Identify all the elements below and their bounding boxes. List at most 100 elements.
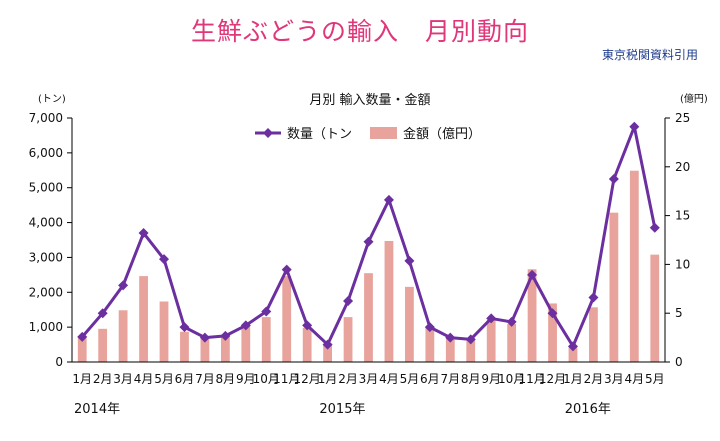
month-tick-label: 1月 xyxy=(318,372,338,386)
legend: 数量（トン 金額（億円） xyxy=(255,126,481,142)
amount-bar xyxy=(568,347,578,362)
quantity-point xyxy=(383,194,394,205)
quantity-point xyxy=(547,308,558,319)
legend-bar-swatch xyxy=(370,127,397,139)
amount-bar xyxy=(200,338,210,362)
quantity-point xyxy=(506,316,517,327)
month-tick-label: 6月 xyxy=(420,372,440,386)
month-tick-label: 8月 xyxy=(461,372,481,386)
amount-bar xyxy=(139,276,148,362)
quantity-point xyxy=(629,121,640,132)
month-tick-label: 6月 xyxy=(175,372,195,386)
left-tick-label: 5,000 xyxy=(29,181,63,195)
amount-bar xyxy=(527,269,537,362)
month-tick-label: 3月 xyxy=(604,372,624,386)
amount-bar xyxy=(466,340,476,362)
quantity-point xyxy=(608,174,619,184)
quantity-point xyxy=(240,320,251,331)
amount-bar xyxy=(405,286,414,362)
quantity-point xyxy=(97,308,108,319)
amount-bar xyxy=(548,303,557,362)
month-tick-label: 5月 xyxy=(645,372,665,386)
amount-bar xyxy=(425,326,435,362)
amount-bar xyxy=(650,254,660,362)
month-tick-label: 11月 xyxy=(273,372,300,386)
quantity-point xyxy=(261,306,272,317)
right-axis-unit: (億円) xyxy=(680,92,708,105)
quantity-point xyxy=(138,228,149,239)
year-label: 2016年 xyxy=(565,402,611,417)
quantity-point xyxy=(424,322,435,333)
legend-label-quantity: 数量（トン xyxy=(287,127,352,142)
month-tick-label: 4月 xyxy=(379,372,399,386)
month-tick-label: 3月 xyxy=(113,372,133,386)
right-tick-label: 0 xyxy=(675,355,683,369)
amount-bar xyxy=(98,328,108,362)
quantity-point xyxy=(588,292,599,303)
left-tick-label: 3,000 xyxy=(29,250,63,264)
source-note: 東京税関資料引用 xyxy=(601,48,698,62)
amount-bar xyxy=(323,343,332,362)
right-tick-label: 10 xyxy=(675,257,690,271)
amount-bar xyxy=(343,317,353,362)
amount-bar xyxy=(486,320,496,362)
quantity-point xyxy=(159,254,170,265)
left-tick-label: 7,000 xyxy=(29,111,63,125)
month-tick-label: 9月 xyxy=(481,372,501,386)
month-tick-label: 10月 xyxy=(498,372,525,386)
year-label: 2014年 xyxy=(74,402,120,417)
right-tick-label: 20 xyxy=(675,160,690,174)
amount-bar xyxy=(445,337,455,362)
amount-bar xyxy=(180,331,189,362)
amount-bar xyxy=(220,336,230,362)
left-tick-label: 4,000 xyxy=(29,216,63,230)
month-tick-label: 2月 xyxy=(338,372,358,386)
month-tick-label: 9月 xyxy=(236,372,256,386)
month-tick-label: 12月 xyxy=(539,372,566,386)
legend-diamond-marker xyxy=(263,128,273,138)
month-tick-label: 1月 xyxy=(72,372,92,386)
month-tick-label: 3月 xyxy=(359,372,379,386)
amount-bar xyxy=(384,240,394,362)
quantity-point xyxy=(199,332,210,343)
month-tick-label: 2月 xyxy=(584,372,604,386)
amount-bar xyxy=(241,325,251,362)
amount-bar xyxy=(609,212,619,362)
month-tick-label: 4月 xyxy=(134,372,154,386)
quantity-point xyxy=(77,331,88,342)
month-tick-label: 5月 xyxy=(154,372,174,386)
quantity-point xyxy=(220,330,231,341)
amount-bar xyxy=(589,307,598,362)
left-tick-label: 2,000 xyxy=(29,285,63,299)
chart-subtitle: 月別 輸入数量・金額 xyxy=(309,92,430,108)
month-tick-label: 5月 xyxy=(400,372,420,386)
left-tick-label: 1,000 xyxy=(29,320,63,334)
right-tick-label: 15 xyxy=(675,209,690,223)
right-tick-label: 25 xyxy=(675,111,690,125)
amount-bar xyxy=(118,310,128,362)
quantity-point xyxy=(404,255,415,266)
month-tick-label: 10月 xyxy=(253,372,280,386)
page-title: 生鮮ぶどうの輸入 月別動向 xyxy=(190,17,529,46)
left-tick-label: 6,000 xyxy=(29,146,63,160)
quantity-point xyxy=(343,296,354,306)
right-tick-label: 5 xyxy=(675,306,683,320)
quantity-point xyxy=(445,332,456,343)
quantity-point xyxy=(465,334,476,345)
amount-bar xyxy=(364,273,373,362)
month-tick-label: 7月 xyxy=(195,372,215,386)
quantity-point xyxy=(363,236,374,247)
quantity-point xyxy=(302,320,313,331)
month-tick-label: 2月 xyxy=(93,372,113,386)
amount-bar xyxy=(302,327,312,362)
month-tick-label: 11月 xyxy=(518,372,545,386)
amount-bar xyxy=(159,301,169,362)
left-tick-label: 0 xyxy=(55,355,63,369)
month-tick-label: 12月 xyxy=(294,372,321,386)
year-label: 2015年 xyxy=(319,402,365,417)
amount-bar xyxy=(282,276,292,362)
legend-label-amount: 金額（億円） xyxy=(403,126,481,142)
quantity-point xyxy=(486,313,497,324)
quantity-point xyxy=(649,222,660,233)
